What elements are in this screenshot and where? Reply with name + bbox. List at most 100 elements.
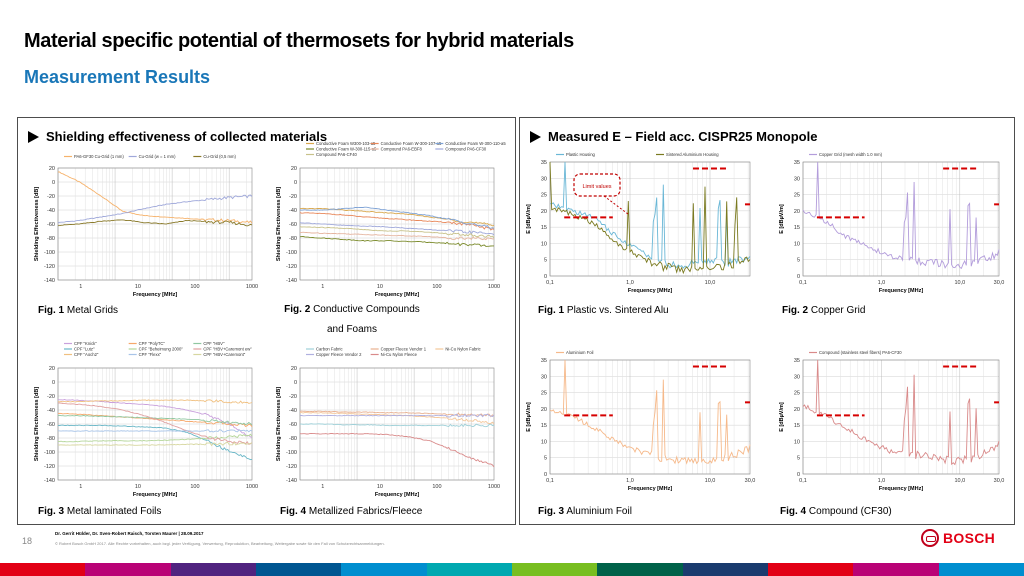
series-line — [57, 194, 253, 224]
chart-ef1: 35 30 25 20 15 10 5 00,1 1,0 10,0 Frequency [MHz] E… — [526, 152, 751, 294]
x-tick-label: 30,0 — [994, 478, 1005, 484]
y-tick-label: 35 — [794, 160, 800, 166]
caption-text: Metal Grids — [66, 305, 119, 316]
y-tick-label: 0 — [544, 274, 547, 280]
y-tick-label: -20 — [47, 394, 55, 400]
y-tick-label: 35 — [794, 358, 800, 364]
x-tick-label: 10,0 — [705, 280, 716, 286]
series-line — [57, 171, 253, 224]
legend-label: Ni-Cu Nylon Fleece — [381, 352, 418, 357]
series-line — [299, 433, 495, 468]
y-tick-label: -120 — [286, 464, 297, 470]
caption-se4: Fig. 4 Metallized Fabrics/Fleece — [280, 506, 422, 517]
x-axis-label: Frequency [MHz] — [375, 292, 419, 298]
y-tick-label: 10 — [794, 439, 800, 445]
x-tick-label: 10 — [135, 284, 141, 290]
x-tick-label: 10,0 — [954, 478, 965, 484]
y-tick-label: 0 — [294, 380, 297, 386]
y-tick-label: -80 — [47, 436, 55, 442]
x-tick-label: 100 — [190, 284, 199, 290]
stripe-segment — [767, 563, 854, 576]
brand-stripe — [0, 563, 1024, 576]
y-tick-label: -120 — [286, 264, 297, 270]
series-line — [57, 402, 253, 445]
bosch-armature-icon — [921, 529, 939, 547]
stripe-segment — [426, 563, 512, 576]
series-line — [549, 359, 751, 465]
y-tick-label: -100 — [286, 450, 297, 456]
legend-label: CPF "HBV" — [203, 341, 225, 346]
y-tick-label: 30 — [794, 374, 800, 380]
caption-text-2: and Foams — [326, 324, 378, 335]
caption-num: Fig. 4 — [280, 506, 307, 517]
y-tick-label: -40 — [289, 208, 297, 214]
legend-label: CPF "Flexx" — [139, 352, 162, 357]
series-line — [549, 161, 751, 269]
caption-num: Fig. 1 — [38, 305, 65, 316]
y-tick-label: 25 — [794, 193, 800, 199]
y-tick-label: 20 — [291, 166, 297, 172]
page-number: 18 — [22, 536, 33, 546]
y-tick-label: 25 — [541, 391, 547, 397]
x-tick-label: 0,1 — [799, 280, 807, 286]
caption-ef3: Fig. 3 Aluminium Foil — [538, 506, 632, 517]
chart-ef2: 35 30 25 20 15 10 5 00,1 1,0 10,0 30,0 Frequency [M… — [779, 152, 1004, 294]
y-tick-label: 10 — [794, 241, 800, 247]
callout-box — [573, 173, 621, 197]
x-axis-label: Frequency [MHz] — [879, 288, 923, 294]
y-tick-label: 0 — [797, 274, 800, 280]
y-tick-label: 20 — [541, 209, 547, 215]
x-axis-label: Frequency [MHz] — [133, 492, 177, 498]
plot-frame — [802, 359, 1000, 475]
x-tick-label: 1,0 — [878, 280, 886, 286]
y-tick-label: 15 — [794, 225, 800, 231]
series-line — [299, 226, 495, 239]
caption-num: Fig. 3 — [538, 506, 565, 517]
caption-text: Metallized Fabrics/Fleece — [308, 506, 423, 517]
caption-ef4: Fig. 4 Compound (CF30) — [780, 506, 892, 517]
y-tick-label: 30 — [794, 176, 800, 182]
series-line — [57, 433, 253, 443]
stripe-segment — [255, 563, 342, 576]
footer-copyright: © Robert Bosch GmbH 2017. Alle Rechte vo… — [55, 541, 385, 546]
caption-se1: Fig. 1 Metal Grids — [38, 305, 118, 316]
y-tick-label: 0 — [52, 380, 55, 386]
play-icon — [28, 130, 39, 143]
stripe-segment — [597, 563, 683, 576]
y-tick-label: 20 — [794, 407, 800, 413]
series-line — [300, 423, 495, 428]
left-panel: Shielding effectiveness of collected mat… — [17, 117, 516, 525]
y-tick-label: -40 — [47, 408, 55, 414]
series-line — [57, 399, 253, 404]
legend-label: PA6-GF30 Cu-Grid (1 mm) — [74, 154, 124, 159]
x-tick-label: 1000 — [246, 284, 258, 290]
y-tick-label: 20 — [49, 366, 55, 372]
series-line — [299, 222, 495, 236]
left-panel-heading-text: Shielding effectiveness of collected mat… — [46, 129, 328, 144]
x-tick-label: 10 — [377, 284, 383, 290]
y-axis-label: Shielding Effectiveness [dB] — [276, 187, 282, 261]
stripe-segment — [341, 563, 427, 576]
series-line — [299, 410, 495, 418]
x-tick-label: 30,0 — [745, 478, 756, 484]
stripe-segment — [511, 563, 598, 576]
caption-text: Aluminium Foil — [566, 506, 632, 517]
series-line — [802, 161, 1000, 269]
y-tick-label: 25 — [794, 391, 800, 397]
caption-num: Fig. 4 — [780, 506, 807, 517]
y-axis-label: E [dBµV/m] — [779, 204, 785, 234]
limit-values-callout: Limit values — [573, 173, 629, 215]
x-tick-label: 1000 — [246, 484, 258, 490]
y-tick-label: -40 — [289, 408, 297, 414]
y-tick-label: 15 — [541, 423, 547, 429]
y-tick-label: 0 — [797, 472, 800, 478]
legend-label: Conductive Foam W-300-107-a5 — [381, 141, 442, 146]
series-line — [299, 236, 494, 247]
caption-se2: Fig. 2 Conductive Compounds and Foams — [282, 300, 422, 340]
legend-label: Conductive Foam W300-103-a5 — [316, 141, 376, 146]
y-tick-label: -60 — [47, 222, 55, 228]
plot-frame — [57, 167, 253, 281]
series-line — [57, 429, 253, 433]
right-panel-heading-text: Measured E – Field acc. CISPR25 Monopole — [548, 129, 818, 144]
x-tick-label: 1000 — [488, 284, 500, 290]
